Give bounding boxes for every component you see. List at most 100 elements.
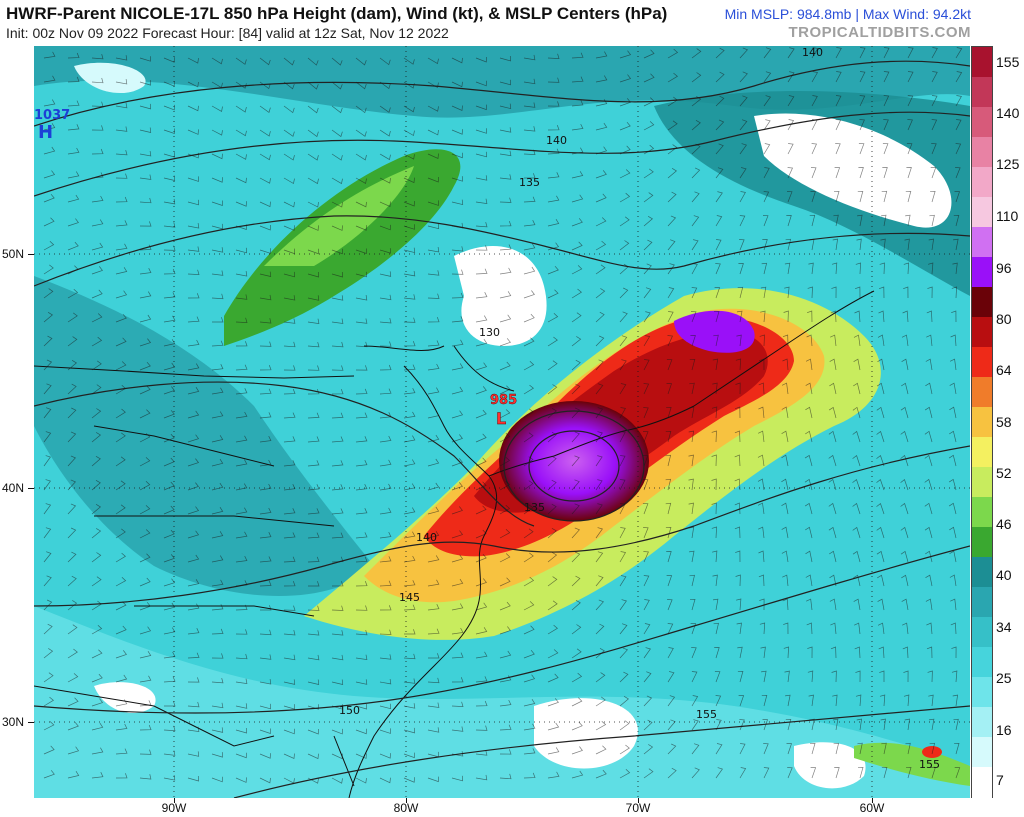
wind-barb [331, 105, 343, 114]
wind-barb [163, 602, 176, 611]
wind-barb [619, 50, 632, 59]
wind-barb [735, 550, 741, 563]
lat-label: 50N [2, 247, 25, 261]
wind-barb [571, 721, 583, 731]
wind-barb [211, 105, 223, 112]
wind-barb [307, 318, 320, 325]
wind-barb [307, 728, 319, 735]
wind-barb [187, 506, 200, 515]
wind-barb [91, 148, 104, 155]
wind-barb [834, 167, 841, 179]
wind-barb [427, 531, 440, 539]
wind-barb [355, 484, 368, 491]
wind-barb [595, 623, 605, 635]
wind-barb [187, 246, 200, 252]
wind-barb [903, 262, 909, 275]
wind-barb [163, 505, 175, 515]
wind-barb [878, 646, 885, 659]
wind-barb [523, 480, 534, 491]
wind-barb [403, 177, 415, 184]
lon-label: 80W [393, 801, 419, 815]
wind-barb [667, 671, 675, 683]
wind-barb [307, 129, 319, 138]
wind-barb [43, 193, 55, 203]
wind-barb [571, 624, 582, 635]
wind-barb [547, 195, 560, 203]
wind-barb [931, 71, 938, 83]
wind-barb [67, 771, 80, 779]
wind-barb [115, 601, 127, 611]
wind-barb [283, 484, 296, 491]
wind-barb [879, 262, 885, 275]
wind-barb [115, 220, 128, 227]
wind-barb [931, 95, 938, 107]
wind-barb [927, 670, 933, 683]
wind-barb [595, 264, 606, 275]
wind-barb [523, 149, 536, 155]
wind-barb [259, 57, 271, 66]
wind-barb [735, 382, 741, 395]
wind-barb [876, 382, 885, 395]
wind-barb [307, 388, 320, 395]
wind-barb [619, 647, 628, 659]
wind-barb [811, 47, 819, 59]
wind-barbs [43, 47, 963, 784]
colorbar-segment [972, 47, 992, 78]
wind-barb [619, 287, 629, 299]
colorbar-label: 16 [996, 722, 1012, 738]
wind-barb [403, 703, 416, 709]
wind-barb [853, 598, 861, 611]
wind-barb [715, 191, 723, 203]
wind-barb [805, 430, 813, 443]
wind-barb [235, 777, 247, 783]
wind-barb [43, 696, 55, 707]
wind-speed-colorbar [971, 46, 993, 798]
wind-barb [782, 574, 789, 587]
wind-barb [691, 263, 698, 275]
low-pressure-center[interactable]: 985 L [490, 393, 518, 428]
wind-barb [403, 411, 416, 419]
wind-barb [115, 552, 126, 563]
wind-barb [211, 727, 224, 733]
wind-barb [619, 623, 628, 635]
wind-barb [929, 214, 935, 227]
wind-barb [787, 143, 794, 155]
wind-barb [739, 239, 745, 251]
wind-barb [712, 382, 718, 395]
wind-barb [828, 502, 837, 515]
wind-barb [571, 147, 584, 155]
wind-barb [643, 575, 650, 587]
wind-barb [307, 81, 319, 90]
wind-barb [211, 387, 224, 395]
wind-barb [379, 294, 392, 301]
wind-barb [571, 123, 584, 131]
wind-barb [187, 603, 200, 611]
weather-map[interactable]: 140 140 135 130 145 150 155 155 140 135 … [34, 46, 970, 798]
wind-barb [259, 341, 272, 347]
wind-barb [283, 271, 295, 278]
wind-barb [758, 406, 765, 419]
wind-barb [763, 191, 770, 203]
wind-barb [643, 599, 650, 611]
wind-barb [67, 124, 80, 131]
wind-barb [595, 383, 604, 395]
wind-barb [787, 119, 795, 131]
colorbar-segment [972, 407, 992, 438]
wind-barb [91, 195, 104, 203]
wind-barb [139, 481, 151, 491]
wind-barb [211, 177, 223, 183]
wind-barb [523, 432, 534, 443]
wind-barb [163, 222, 176, 228]
wind-barb [954, 191, 960, 203]
contour-label: 140 [546, 134, 567, 147]
wind-barb [523, 408, 534, 419]
high-pressure-center[interactable]: 1037 H [34, 108, 70, 143]
wind-barb [853, 382, 861, 395]
wind-barb [666, 551, 672, 563]
wind-barb [787, 95, 795, 107]
wind-barb [595, 359, 604, 371]
colorbar-segment [972, 617, 992, 648]
wind-barb [451, 726, 464, 732]
wind-barb [187, 677, 200, 683]
wind-barb [925, 550, 933, 563]
